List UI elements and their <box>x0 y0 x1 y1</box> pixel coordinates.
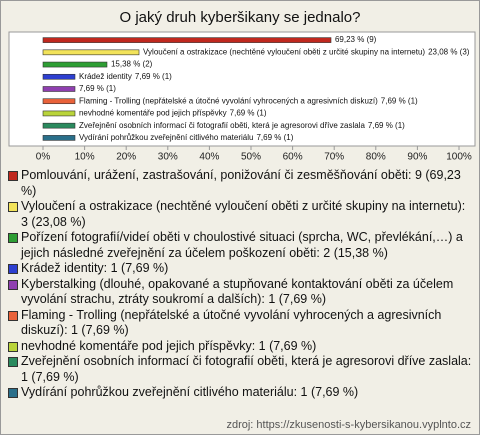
legend-item: Vyloučení a ostrakizace (nechtěné vylouč… <box>7 199 473 230</box>
legend: Pomlouvání, urážení, zastrašování, poniž… <box>7 168 473 401</box>
bar-category-label: Vydírání pohrůžkou zveřejnění citlivého … <box>79 133 253 142</box>
legend-label: Vyloučení a ostrakizace (nechtěné vylouč… <box>21 199 466 229</box>
value-label: 7,69 % (1) <box>368 121 405 130</box>
bar <box>42 49 140 56</box>
bar-category-label: Krádež identity <box>79 72 132 81</box>
bar <box>42 122 76 129</box>
legend-label: Pořízení fotografií/videí oběti v choulo… <box>21 230 463 260</box>
value-label: 7,69 % (1) <box>256 133 293 142</box>
value-label: 7,69 % (1) <box>381 96 418 105</box>
bar <box>42 61 108 68</box>
x-tick-label: 90% <box>407 152 427 163</box>
x-tick-label: 20% <box>116 152 136 163</box>
legend-swatch <box>8 357 18 367</box>
legend-swatch <box>8 202 18 212</box>
legend-item: Kyberstalking (dlouhé, opakované a stupň… <box>7 277 473 308</box>
value-label: 7,69 % (1) <box>230 109 267 118</box>
legend-label: Zveřejnění osobních informací či fotogra… <box>21 354 472 384</box>
bar <box>42 73 76 80</box>
bar <box>42 98 76 105</box>
x-tick-label: 70% <box>324 152 344 163</box>
x-tick-label: 60% <box>283 152 303 163</box>
bar <box>42 37 332 43</box>
bar-category-label: nevhodné komentáře pod jejich příspěvky <box>79 109 227 118</box>
source: zdroj: https://zkusenosti-s-kybersikanou… <box>226 419 471 431</box>
x-tick-label: 0% <box>36 152 51 163</box>
legend-label: Kyberstalking (dlouhé, opakované a stupň… <box>21 276 454 307</box>
legend-swatch <box>8 233 18 243</box>
legend-item: Vydírání pohrůžkou zveřejnění citlivého … <box>7 385 473 401</box>
value-label: 23,08 % (3) <box>428 47 470 56</box>
legend-label: Vydírání pohrůžkou zveřejnění citlivého … <box>21 385 359 399</box>
x-tick-label: 100% <box>446 152 472 163</box>
legend-label: nevhodné komentáře pod jejich příspěvky:… <box>21 338 317 353</box>
legend-swatch <box>8 341 18 352</box>
legend-label: Pomlouvání, urážení, zastrašování, poniž… <box>21 168 461 198</box>
x-tick-label: 30% <box>158 152 178 163</box>
chart-title: O jaký druh kyberšikany se jednalo? <box>120 9 361 26</box>
legend-label: Flaming - Trolling (nepřátelské a útočné… <box>21 307 442 338</box>
legend-swatch <box>8 264 18 274</box>
x-tick-label: 40% <box>199 152 219 163</box>
bar <box>42 86 76 92</box>
bar <box>42 135 76 141</box>
value-label: 15,38 % (2) <box>111 60 153 69</box>
value-label: 7,69 % (1) <box>135 72 172 81</box>
legend-item: Flaming - Trolling (nepřátelské a útočné… <box>7 308 473 339</box>
x-tick-label: 50% <box>241 152 261 163</box>
x-tick-label: 80% <box>366 152 386 163</box>
legend-swatch <box>8 388 18 398</box>
value-label: 69,23 % (9) <box>335 35 377 44</box>
legend-swatch <box>8 171 18 181</box>
legend-item: Pořízení fotografií/videí oběti v choulo… <box>7 230 473 261</box>
legend-swatch <box>8 279 18 290</box>
legend-item: Krádež identity: 1 (7,69 %) <box>7 261 473 277</box>
bar <box>42 110 76 117</box>
chart: O jaký druh kyberšikany se jednalo? 0% 10… <box>8 9 476 163</box>
legend-label: Krádež identity: 1 (7,69 %) <box>21 261 169 275</box>
x-tick-label: 10% <box>75 152 95 163</box>
legend-item: Pomlouvání, urážení, zastrašování, poniž… <box>7 168 473 199</box>
legend-item: nevhodné komentáře pod jejich příspěvky:… <box>7 339 473 355</box>
bar-category-label: Vyloučení a ostrakizace (nechtěné vylouč… <box>143 47 425 56</box>
legend-swatch <box>8 310 18 321</box>
legend-item: Zveřejnění osobních informací či fotogra… <box>7 354 473 385</box>
bar-category-label: Zveřejnění osobních informací či fotogra… <box>79 121 365 130</box>
bar-category-label: Flaming - Trolling (nepřátelské a útočné… <box>79 96 378 105</box>
value-label: 7,69 % (1) <box>79 84 116 93</box>
